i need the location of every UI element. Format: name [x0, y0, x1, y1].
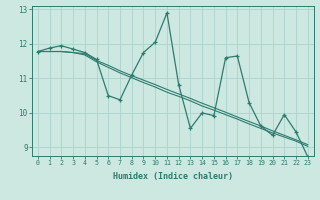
- X-axis label: Humidex (Indice chaleur): Humidex (Indice chaleur): [113, 172, 233, 181]
